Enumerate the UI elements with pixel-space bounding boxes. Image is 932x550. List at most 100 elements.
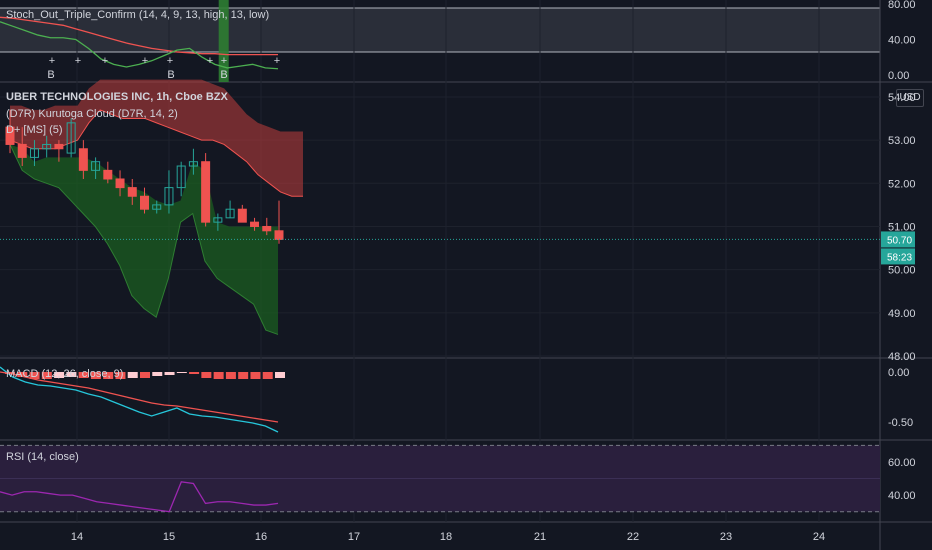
candle-body — [188, 161, 198, 167]
candle-body — [91, 161, 101, 171]
candle-body — [54, 143, 64, 150]
candle-body — [152, 204, 162, 210]
candle-body — [250, 221, 260, 227]
candle-body — [17, 143, 27, 158]
macd-histogram-bar — [66, 372, 77, 377]
stoch-plus-marker: + — [221, 55, 227, 67]
macd-histogram-bar — [17, 372, 28, 377]
macd-histogram-bar — [127, 372, 138, 378]
rsi-y-tick: 60.00 — [888, 457, 916, 469]
macd-histogram-bar — [103, 372, 114, 379]
stoch-slow-line — [0, 16, 278, 56]
time-axis-tick: 23 — [720, 531, 732, 543]
macd-histogram-bar — [54, 372, 65, 378]
price-y-tick: 52.00 — [888, 178, 916, 190]
price-y-tick: 51.00 — [888, 221, 916, 233]
candle-body — [274, 230, 284, 240]
candle-body — [78, 148, 88, 171]
countdown-label: 58:23 — [887, 252, 912, 263]
candle-body — [225, 208, 235, 219]
stoch-plus-marker: + — [75, 55, 81, 67]
macd-histogram-bar — [225, 372, 236, 379]
stoch-buy-marker: B — [167, 69, 174, 81]
macd-line — [0, 366, 279, 433]
stoch-overbought-band — [0, 8, 880, 52]
macd-histogram-bar — [164, 372, 175, 375]
stoch-buy-marker: B — [47, 69, 54, 81]
stoch-fast-line — [0, 21, 279, 70]
macd-histogram-bar — [152, 372, 163, 376]
stoch-plus-marker: + — [274, 55, 280, 67]
rsi-y-tick: 40.00 — [888, 490, 916, 502]
last-price-label: 50.70 — [887, 235, 912, 246]
macd-y-tick: -0.50 — [888, 417, 913, 429]
candle-body — [201, 161, 211, 223]
indicator-dplus-title: D+ [MS] (5) — [6, 124, 63, 136]
macd-histogram-bar — [78, 372, 89, 378]
stoch-plus-marker: + — [102, 55, 108, 67]
macd-histogram-bar — [90, 372, 101, 379]
stoch-plus-marker: + — [49, 55, 55, 67]
candle-body — [29, 148, 39, 158]
stoch-plus-marker: + — [167, 55, 173, 67]
macd-histogram-bar — [201, 372, 212, 378]
candle-body — [115, 178, 125, 189]
rsi-pane-title: RSI (14, close) — [6, 451, 79, 463]
macd-histogram-bar — [115, 372, 126, 379]
candle-body — [164, 187, 174, 206]
stoch-y-tick: 40.00 — [888, 35, 916, 47]
candle-body — [66, 122, 76, 154]
last-price-tag — [881, 231, 915, 248]
candle-body — [176, 165, 186, 189]
candle-body — [5, 126, 15, 145]
currency-button[interactable]: USD — [896, 89, 924, 107]
candle-body — [262, 225, 272, 232]
stoch-pane-title: Stoch_Out_Triple_Confirm (14, 4, 9, 13, … — [6, 9, 270, 21]
macd-pane-title: MACD (12, 26, close, 9) — [6, 368, 124, 380]
macd-histogram-bar — [29, 372, 40, 379]
rsi-line — [0, 481, 279, 513]
price-y-tick: 53.00 — [888, 135, 916, 147]
time-axis-tick: 15 — [163, 531, 175, 543]
macd-histogram-bar — [250, 372, 261, 379]
candle-body — [237, 208, 247, 223]
macd-histogram-bar — [275, 372, 285, 378]
macd-y-tick: 0.00 — [888, 367, 909, 379]
stoch-buy-marker: B — [220, 69, 227, 81]
stoch-y-tick: 80.00 — [888, 0, 916, 11]
time-axis-tick: 14 — [71, 531, 83, 543]
candle-body — [127, 187, 137, 197]
macd-histogram-bar — [189, 372, 200, 374]
time-axis-tick: 22 — [627, 531, 639, 543]
macd-histogram-bar — [140, 372, 150, 378]
macd-histogram-bar — [238, 372, 249, 379]
stoch-y-tick: 0.00 — [888, 70, 909, 82]
price-y-tick: 48.00 — [888, 351, 916, 363]
time-axis-tick: 21 — [534, 531, 546, 543]
indicator-kurutoga-title: (D7R) Kurutoga Cloud (D7R, 14, 2) — [6, 108, 178, 120]
macd-histogram-bar — [213, 372, 224, 379]
candle-body — [140, 195, 149, 210]
price-y-tick: 49.00 — [888, 308, 916, 320]
time-axis-tick: 24 — [813, 531, 825, 543]
stoch-plus-marker: + — [207, 55, 213, 67]
price-y-tick: 50.00 — [888, 265, 916, 277]
macd-histogram-bar — [262, 372, 273, 379]
candle-body — [213, 217, 223, 223]
time-axis-tick: 17 — [348, 531, 360, 543]
symbol-title: UBER TECHNOLOGIES INC, 1h, Cboe BZX — [6, 91, 228, 103]
macd-histogram-bar — [41, 372, 52, 379]
candle-body — [103, 169, 113, 180]
kurutoga-lower-cloud-edge — [9, 144, 279, 335]
kurutoga-upper-cloud — [10, 79, 303, 197]
macd-histogram-bar — [176, 372, 187, 373]
time-axis-tick: 18 — [440, 531, 452, 543]
candle-body — [42, 143, 52, 150]
stoch-plus-marker: + — [142, 55, 148, 67]
time-axis-tick: 16 — [255, 531, 267, 543]
price-y-tick: 54.00 — [888, 92, 916, 104]
countdown-tag — [881, 248, 915, 265]
stoch-signal-highlight — [218, 0, 229, 82]
macd-signal-line — [0, 371, 279, 423]
